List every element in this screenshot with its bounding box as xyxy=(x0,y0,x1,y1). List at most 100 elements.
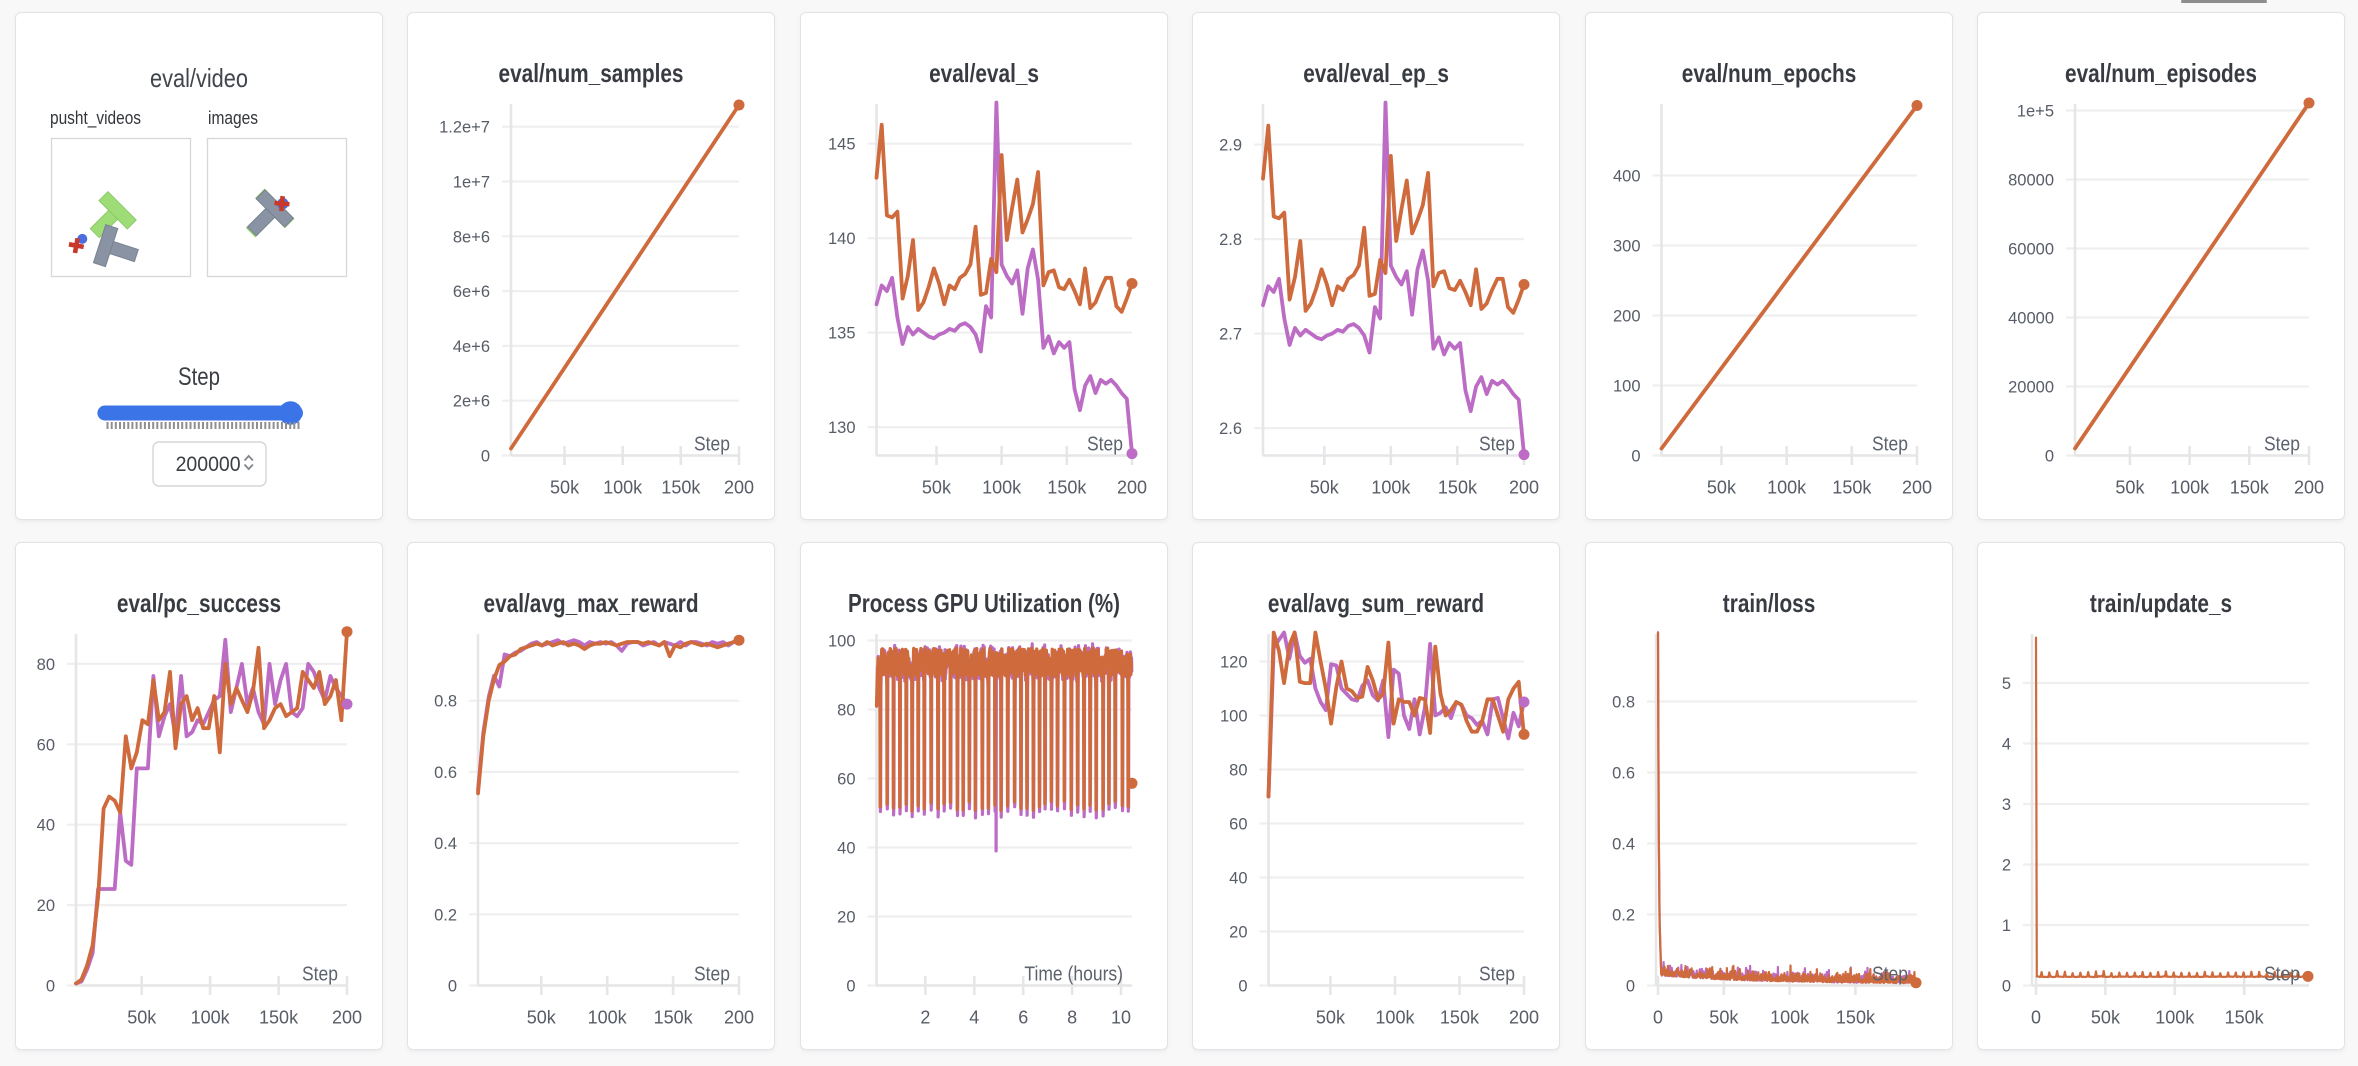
svg-text:pusht_videos: pusht_videos xyxy=(50,108,141,129)
svg-text:120: 120 xyxy=(1220,654,1248,672)
svg-text:150k: 150k xyxy=(259,1007,299,1028)
svg-text:150k: 150k xyxy=(654,1007,694,1028)
svg-text:0.4: 0.4 xyxy=(1612,836,1635,854)
svg-text:0: 0 xyxy=(448,978,457,996)
svg-text:40: 40 xyxy=(837,840,855,858)
svg-text:1e+5: 1e+5 xyxy=(2017,103,2054,121)
svg-text:200: 200 xyxy=(2294,477,2324,498)
svg-text:0: 0 xyxy=(846,978,855,996)
svg-text:3: 3 xyxy=(2002,796,2011,814)
svg-text:5: 5 xyxy=(2002,675,2011,693)
svg-text:2.8: 2.8 xyxy=(1219,231,1242,249)
svg-text:200: 200 xyxy=(724,1007,754,1028)
svg-text:100k: 100k xyxy=(2155,1007,2195,1028)
svg-text:0.8: 0.8 xyxy=(1612,694,1635,712)
svg-text:0.6: 0.6 xyxy=(1612,765,1635,783)
svg-text:40: 40 xyxy=(1229,870,1247,888)
svg-text:100k: 100k xyxy=(982,477,1022,498)
svg-text:200: 200 xyxy=(1117,477,1147,498)
svg-text:150k: 150k xyxy=(1832,477,1872,498)
svg-text:2.7: 2.7 xyxy=(1219,326,1242,344)
svg-text:eval/eval_s: eval/eval_s xyxy=(929,58,1039,88)
svg-text:Step: Step xyxy=(1872,964,1908,986)
svg-text:0: 0 xyxy=(481,448,490,466)
svg-text:80: 80 xyxy=(1229,762,1247,780)
svg-text:0.8: 0.8 xyxy=(434,693,457,711)
svg-text:eval/eval_ep_s: eval/eval_ep_s xyxy=(1303,58,1449,88)
svg-text:0.2: 0.2 xyxy=(1612,907,1635,925)
svg-text:0: 0 xyxy=(2002,978,2011,996)
svg-text:eval/avg_sum_reward: eval/avg_sum_reward xyxy=(1268,588,1484,618)
svg-text:150k: 150k xyxy=(1438,477,1478,498)
svg-text:Step: Step xyxy=(1087,434,1123,456)
svg-text:Step: Step xyxy=(302,964,338,986)
svg-text:2e+6: 2e+6 xyxy=(453,393,490,411)
svg-text:4: 4 xyxy=(969,1007,979,1028)
svg-text:40: 40 xyxy=(37,817,55,835)
svg-text:150k: 150k xyxy=(1440,1007,1480,1028)
svg-text:6: 6 xyxy=(1018,1007,1028,1028)
svg-text:200: 200 xyxy=(1509,477,1539,498)
svg-text:4e+6: 4e+6 xyxy=(453,338,490,356)
svg-text:2.9: 2.9 xyxy=(1219,137,1242,155)
svg-text:eval/num_epochs: eval/num_epochs xyxy=(1682,58,1857,88)
svg-text:100: 100 xyxy=(1220,708,1248,726)
svg-text:Process GPU Utilization (%): Process GPU Utilization (%) xyxy=(848,588,1120,618)
svg-text:Step: Step xyxy=(2264,964,2300,986)
svg-text:Step: Step xyxy=(1479,964,1515,986)
svg-text:50k: 50k xyxy=(922,477,952,498)
svg-text:50k: 50k xyxy=(1709,1007,1739,1028)
svg-text:Time (hours): Time (hours) xyxy=(1024,964,1123,986)
svg-text:Step: Step xyxy=(694,964,730,986)
svg-text:80: 80 xyxy=(837,702,855,720)
svg-text:0: 0 xyxy=(1238,978,1247,996)
svg-text:400: 400 xyxy=(1613,168,1641,186)
svg-text:Step: Step xyxy=(2264,434,2300,456)
svg-text:100: 100 xyxy=(828,633,856,651)
svg-text:200: 200 xyxy=(724,477,754,498)
svg-text:50k: 50k xyxy=(1316,1007,1346,1028)
svg-text:eval/num_episodes: eval/num_episodes xyxy=(2065,58,2257,88)
svg-text:50k: 50k xyxy=(1310,477,1340,498)
svg-text:train/loss: train/loss xyxy=(1723,588,1816,618)
svg-text:1: 1 xyxy=(2002,917,2011,935)
svg-text:0: 0 xyxy=(2045,448,2054,466)
svg-text:100k: 100k xyxy=(1371,477,1411,498)
svg-text:Step: Step xyxy=(178,363,220,391)
svg-text:images: images xyxy=(208,108,258,128)
svg-text:200: 200 xyxy=(1509,1007,1539,1028)
svg-text:0: 0 xyxy=(1653,1007,1663,1028)
svg-text:8e+6: 8e+6 xyxy=(453,228,490,246)
svg-text:eval/pc_success: eval/pc_success xyxy=(117,588,281,618)
svg-text:80000: 80000 xyxy=(2008,172,2054,190)
svg-text:eval/num_samples: eval/num_samples xyxy=(499,58,684,88)
svg-text:150k: 150k xyxy=(1836,1007,1876,1028)
svg-text:80: 80 xyxy=(37,656,55,674)
svg-text:Step: Step xyxy=(1479,434,1515,456)
svg-text:50k: 50k xyxy=(2091,1007,2121,1028)
svg-text:50k: 50k xyxy=(127,1007,157,1028)
svg-text:4: 4 xyxy=(2002,736,2011,754)
svg-text:1.2e+7: 1.2e+7 xyxy=(439,119,490,137)
svg-text:150k: 150k xyxy=(2225,1007,2265,1028)
svg-text:60000: 60000 xyxy=(2008,241,2054,259)
svg-text:train/update_s: train/update_s xyxy=(2090,588,2232,618)
svg-text:Step: Step xyxy=(1872,434,1908,456)
svg-text:300: 300 xyxy=(1613,238,1641,256)
svg-text:130: 130 xyxy=(828,419,856,437)
svg-text:8: 8 xyxy=(1067,1007,1077,1028)
svg-text:6e+6: 6e+6 xyxy=(453,283,490,301)
svg-text:2.6: 2.6 xyxy=(1219,420,1242,438)
svg-text:50k: 50k xyxy=(527,1007,557,1028)
svg-text:0: 0 xyxy=(2031,1007,2041,1028)
svg-text:200: 200 xyxy=(1613,308,1641,326)
svg-text:0: 0 xyxy=(1631,448,1640,466)
svg-text:140: 140 xyxy=(828,230,856,248)
svg-text:50k: 50k xyxy=(2115,477,2145,498)
svg-text:20000: 20000 xyxy=(2008,379,2054,397)
svg-text:200: 200 xyxy=(332,1007,362,1028)
svg-text:eval/avg_max_reward: eval/avg_max_reward xyxy=(484,588,699,618)
svg-text:200000: 200000 xyxy=(176,452,241,476)
svg-text:200: 200 xyxy=(1902,477,1932,498)
svg-text:100k: 100k xyxy=(191,1007,231,1028)
